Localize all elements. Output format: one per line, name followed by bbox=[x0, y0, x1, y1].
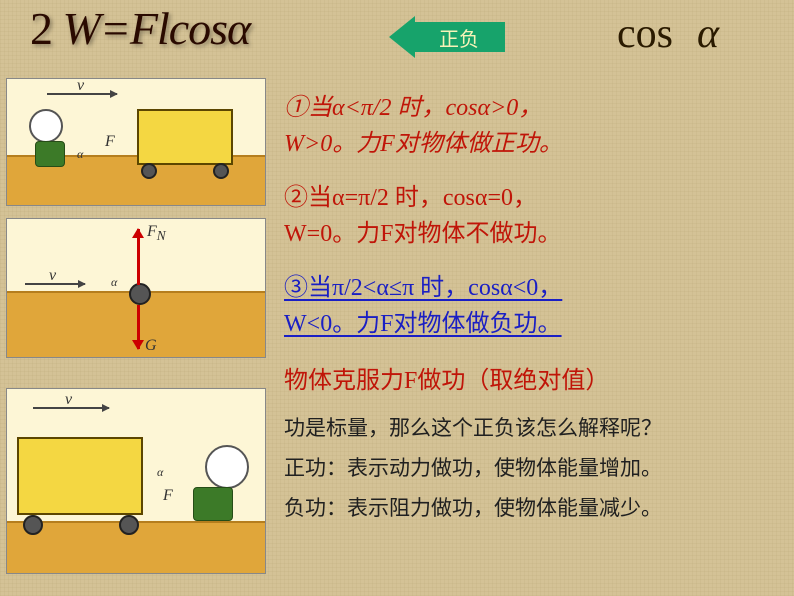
cart bbox=[17, 437, 143, 515]
explain-positive: 正功：表示动力做功，使物体能量增加。 bbox=[284, 449, 780, 489]
label-v: v bbox=[65, 391, 72, 409]
case-3-line-1: ③当π/2<α≤π 时，cosα<0， bbox=[284, 275, 562, 301]
explain-negative: 负功：表示阻力做功，使物体能量减少。 bbox=[284, 489, 780, 529]
label-F: F bbox=[105, 133, 115, 151]
wheel-icon bbox=[213, 163, 229, 179]
label-G: G bbox=[145, 337, 157, 355]
formula-body: W=Flcosα bbox=[63, 3, 251, 54]
label-alpha1: α bbox=[77, 147, 83, 162]
case-2-line-1: ②当α=π/2 时，cosα=0， bbox=[284, 185, 537, 211]
label-FN: FN bbox=[147, 223, 166, 244]
force-up-arrow-icon bbox=[137, 229, 140, 285]
case-1-line-2: W>0。力F对物体做正功。 bbox=[284, 131, 563, 157]
case-3: ③当π/2<α≤π 时，cosα<0， W<0。力F对物体做负功。 bbox=[284, 270, 780, 342]
section-number: 2 bbox=[30, 3, 63, 54]
figure-normal-force: v FN G α bbox=[6, 218, 266, 358]
work-formula: 2 W=Flcosα bbox=[30, 2, 250, 55]
wheel-icon bbox=[141, 163, 157, 179]
case-2-line-2: W=0。力F对物体不做功。 bbox=[284, 221, 562, 247]
label-F: F bbox=[163, 487, 173, 505]
person-body bbox=[193, 487, 233, 521]
header-row: 2 W=Flcosα 正负 cosα bbox=[30, 2, 774, 72]
person-head bbox=[205, 445, 249, 489]
label-alpha3: α bbox=[157, 465, 163, 480]
arrow-callout: 正负 bbox=[395, 20, 505, 54]
case-1-line-1: ①当α<π/2 时，cosα>0， bbox=[284, 95, 542, 121]
label-v: v bbox=[49, 267, 56, 285]
force-down-arrow-icon bbox=[137, 305, 140, 349]
figure-hold-cart: v F α bbox=[6, 388, 266, 574]
wheel-icon bbox=[129, 283, 151, 305]
explain-question: 功是标量，那么这个正负该怎么解释呢？ bbox=[284, 409, 780, 449]
arrow-label: 正负 bbox=[413, 22, 505, 52]
wheel-icon bbox=[119, 515, 139, 535]
case-1: ①当α<π/2 时，cosα>0， W>0。力F对物体做正功。 bbox=[284, 90, 780, 162]
label-alpha2: α bbox=[111, 275, 117, 290]
cos-alpha-heading: cosα bbox=[617, 10, 719, 58]
alpha-symbol: α bbox=[697, 11, 719, 57]
arrow-left-icon bbox=[389, 16, 415, 58]
case-3-line-2: W<0。力F对物体做负功。 bbox=[284, 311, 562, 337]
wheel-icon bbox=[23, 515, 43, 535]
cos-text: cos bbox=[617, 11, 673, 57]
figure-push-cart: v F α bbox=[6, 78, 266, 206]
case-2: ②当α=π/2 时，cosα=0， W=0。力F对物体不做功。 bbox=[284, 180, 780, 252]
person-body bbox=[35, 141, 65, 167]
label-v: v bbox=[77, 77, 84, 95]
overcome-note: 物体克服力F做功（取绝对值） bbox=[284, 360, 780, 395]
person-head bbox=[29, 109, 63, 143]
content-column: ①当α<π/2 时，cosα>0， W>0。力F对物体做正功。 ②当α=π/2 … bbox=[284, 90, 780, 529]
cart bbox=[137, 109, 233, 165]
explain-block: 功是标量，那么这个正负该怎么解释呢？ 正功：表示动力做功，使物体能量增加。 负功… bbox=[284, 409, 780, 529]
